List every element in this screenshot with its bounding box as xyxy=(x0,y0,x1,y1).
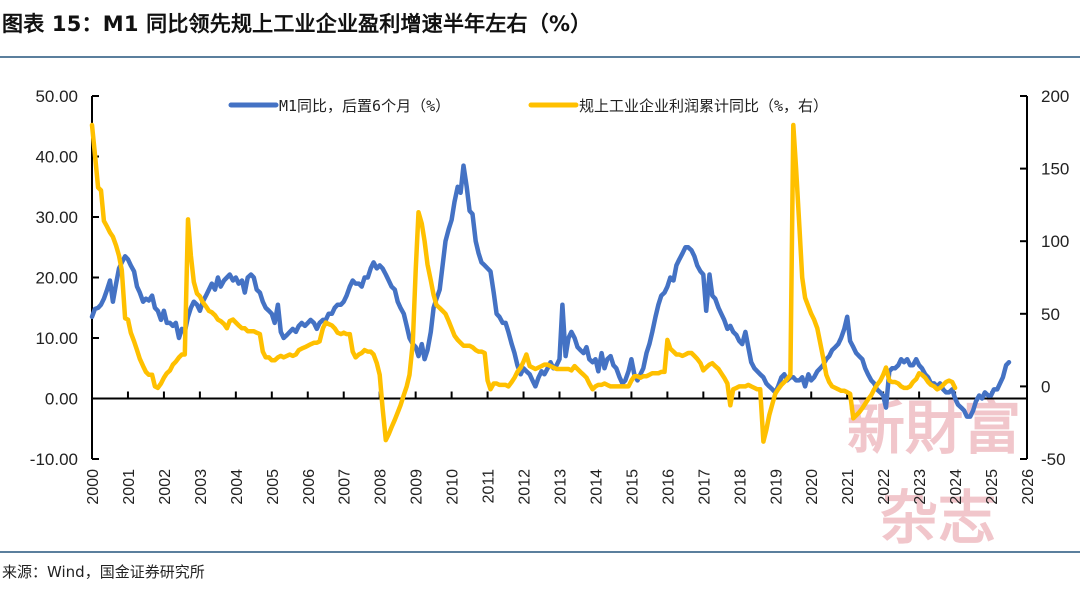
x-tick-label: 2011 xyxy=(481,469,498,504)
left-y-tick-label: 0.00 xyxy=(45,390,78,409)
footer-divider xyxy=(0,551,1080,553)
x-tick-label: 2012 xyxy=(517,469,534,505)
left-y-tick-label: -10.00 xyxy=(30,450,78,469)
x-tick-label: 2015 xyxy=(624,469,641,505)
x-tick-label: 2021 xyxy=(840,469,857,505)
x-tick-label: 2025 xyxy=(984,469,1001,505)
x-tick-label: 2020 xyxy=(804,469,821,505)
legend-label-m1: M1同比，后置6个月（%） xyxy=(279,97,450,115)
x-tick-label: 2006 xyxy=(301,469,318,505)
chart-title: 图表 15：M1 同比领先规上工业企业盈利增速半年左右（%） xyxy=(2,12,592,36)
source-note: 来源：Wind，国金证券研究所 xyxy=(2,563,205,581)
x-tick-label: 2003 xyxy=(193,469,210,505)
right-y-tick-label: -50 xyxy=(1041,450,1066,469)
left-y-tick-label: 50.00 xyxy=(35,87,78,106)
left-y-tick-label: 10.00 xyxy=(35,329,78,348)
left-y-tick-label: 40.00 xyxy=(35,148,78,167)
x-tick-label: 2022 xyxy=(876,469,893,505)
x-tick-label: 2023 xyxy=(912,469,929,505)
x-tick-label: 2009 xyxy=(409,469,426,505)
watermark-line-1: 新財富 xyxy=(847,394,1021,462)
watermark-line-2: 杂志 xyxy=(880,484,996,552)
right-y-tick-label: 100 xyxy=(1041,232,1069,251)
x-tick-label: 2008 xyxy=(373,469,390,505)
left-y-tick-label: 20.00 xyxy=(35,269,78,288)
header-divider xyxy=(0,56,1080,58)
series-layer xyxy=(89,122,1012,444)
x-tick-label: 2014 xyxy=(588,469,605,505)
right-y-tick-label: 150 xyxy=(1041,160,1069,179)
legend-label-profit: 规上工业企业利润累计同比（%，右） xyxy=(579,97,828,115)
series-line-industrial-profit xyxy=(89,122,958,444)
x-tick-label: 2018 xyxy=(732,469,749,505)
x-tick-label: 2002 xyxy=(157,469,174,505)
x-tick-label: 2013 xyxy=(553,469,570,505)
axes: -10.00 0.00 10.00 20.00 30.00 40.00 50.00 -50 0 5… xyxy=(30,87,1070,505)
legend: M1同比，后置6个月（%） 规上工业企业利润累计同比（%，右） xyxy=(228,97,828,115)
watermark: 新財富 杂志 xyxy=(847,394,1021,552)
x-tick-label: 2010 xyxy=(445,469,462,505)
right-y-tick-label: 50 xyxy=(1041,305,1060,324)
x-tick-label: 2019 xyxy=(768,469,785,505)
x-tick-label: 2016 xyxy=(660,469,677,505)
right-y-tick-label: 200 xyxy=(1041,87,1069,106)
x-tick-label: 2005 xyxy=(265,469,282,505)
x-tick-label: 2007 xyxy=(337,469,354,505)
x-tick-label: 2024 xyxy=(948,469,965,505)
x-tick-label: 2000 xyxy=(85,469,102,505)
left-y-tick-label: 30.00 xyxy=(35,208,78,227)
series-line-m1 xyxy=(89,163,1012,419)
x-tick-label: 2026 xyxy=(1020,469,1037,505)
x-tick-label: 2004 xyxy=(229,469,246,505)
x-tick-label: 2017 xyxy=(696,469,713,505)
right-y-tick-label: 0 xyxy=(1041,377,1050,396)
x-tick-label: 2001 xyxy=(121,469,138,505)
